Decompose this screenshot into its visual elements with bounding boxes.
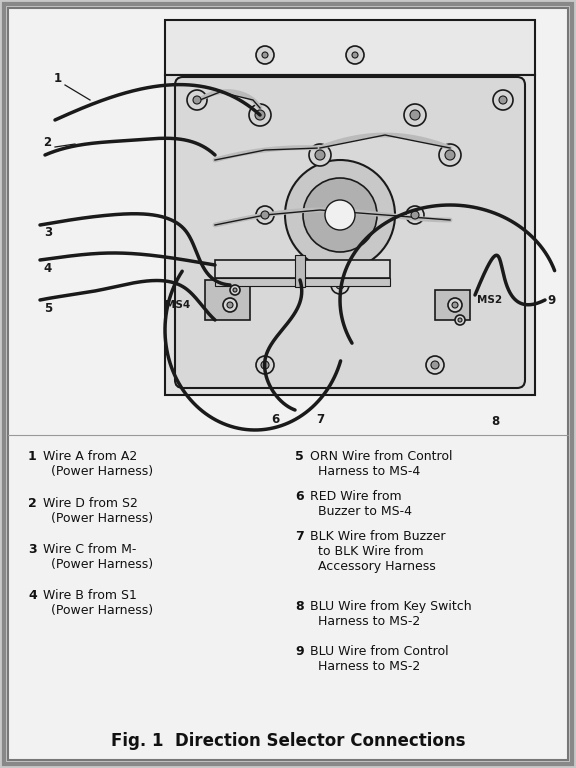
Circle shape: [499, 96, 507, 104]
Text: 9: 9: [547, 293, 555, 306]
Circle shape: [285, 160, 395, 270]
Circle shape: [309, 144, 331, 166]
Text: Harness to MS-4: Harness to MS-4: [318, 465, 420, 478]
Text: 2: 2: [28, 497, 37, 510]
Circle shape: [303, 178, 377, 252]
Circle shape: [458, 318, 462, 322]
Circle shape: [455, 315, 465, 325]
Circle shape: [249, 104, 271, 126]
Text: MS4: MS4: [165, 300, 190, 310]
Circle shape: [325, 200, 355, 230]
Circle shape: [404, 104, 426, 126]
Text: BLK Wire from Buzzer: BLK Wire from Buzzer: [310, 530, 445, 543]
Bar: [215, 278, 390, 286]
Bar: [215, 260, 390, 278]
Circle shape: [410, 110, 420, 120]
Text: 1: 1: [54, 71, 62, 84]
Circle shape: [262, 52, 268, 58]
Text: 5: 5: [44, 302, 52, 315]
Text: RED Wire from: RED Wire from: [310, 490, 401, 503]
Circle shape: [448, 298, 462, 312]
Circle shape: [256, 356, 274, 374]
Text: 6: 6: [271, 413, 279, 426]
Circle shape: [331, 276, 349, 294]
Circle shape: [256, 46, 274, 64]
Text: Accessory Harness: Accessory Harness: [318, 560, 436, 573]
Text: 9: 9: [295, 645, 304, 658]
Bar: [205, 280, 250, 320]
Text: 2: 2: [43, 137, 51, 150]
Circle shape: [452, 302, 458, 308]
Text: (Power Harness): (Power Harness): [51, 558, 153, 571]
Circle shape: [346, 46, 364, 64]
Text: Buzzer to MS-4: Buzzer to MS-4: [318, 505, 412, 518]
Circle shape: [187, 90, 207, 110]
Text: 7: 7: [316, 413, 324, 426]
Circle shape: [230, 285, 240, 295]
Circle shape: [193, 96, 201, 104]
Text: MS2: MS2: [477, 295, 502, 305]
Circle shape: [233, 288, 237, 292]
Circle shape: [426, 356, 444, 374]
Text: (Power Harness): (Power Harness): [51, 512, 153, 525]
Text: (Power Harness): (Power Harness): [51, 604, 153, 617]
Bar: [165, 20, 535, 75]
Text: Harness to MS-2: Harness to MS-2: [318, 660, 420, 673]
Text: 5: 5: [295, 450, 304, 463]
Circle shape: [336, 281, 344, 289]
Circle shape: [261, 361, 269, 369]
Text: BLU Wire from Control: BLU Wire from Control: [310, 645, 449, 658]
Text: Harness to MS-2: Harness to MS-2: [318, 615, 420, 628]
Text: Wire D from S2: Wire D from S2: [43, 497, 138, 510]
Text: 3: 3: [44, 226, 52, 239]
Circle shape: [439, 144, 461, 166]
Text: (Power Harness): (Power Harness): [51, 465, 153, 478]
Circle shape: [411, 211, 419, 219]
Text: 6: 6: [295, 490, 304, 503]
Text: Wire C from M-: Wire C from M-: [43, 543, 137, 556]
Circle shape: [256, 206, 274, 224]
Circle shape: [255, 110, 265, 120]
FancyBboxPatch shape: [175, 77, 525, 388]
Bar: [295, 255, 305, 287]
Text: to BLK Wire from: to BLK Wire from: [318, 545, 423, 558]
Text: Wire A from A2: Wire A from A2: [43, 450, 137, 463]
Text: Fig. 1  Direction Selector Connections: Fig. 1 Direction Selector Connections: [111, 732, 465, 750]
Text: 7: 7: [295, 530, 304, 543]
Circle shape: [223, 298, 237, 312]
Circle shape: [445, 150, 455, 160]
Bar: [165, 75, 535, 395]
Text: 8: 8: [295, 600, 304, 613]
Text: ORN Wire from Control: ORN Wire from Control: [310, 450, 453, 463]
Circle shape: [352, 52, 358, 58]
Circle shape: [227, 302, 233, 308]
Circle shape: [493, 90, 513, 110]
Circle shape: [261, 211, 269, 219]
Text: 4: 4: [44, 261, 52, 274]
Text: 1: 1: [28, 450, 37, 463]
Text: Wire B from S1: Wire B from S1: [43, 589, 137, 602]
Circle shape: [431, 361, 439, 369]
Circle shape: [315, 150, 325, 160]
Text: 3: 3: [28, 543, 37, 556]
Text: BLU Wire from Key Switch: BLU Wire from Key Switch: [310, 600, 472, 613]
Circle shape: [406, 206, 424, 224]
Bar: [435, 290, 470, 320]
Text: 4: 4: [28, 589, 37, 602]
Text: 8: 8: [491, 415, 499, 428]
